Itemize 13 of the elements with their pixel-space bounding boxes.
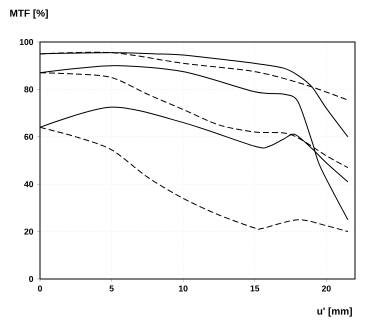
x-tick-label: 15 xyxy=(250,286,260,292)
y-tick-label: 80 xyxy=(24,86,34,92)
y-tick-label: 60 xyxy=(24,134,34,140)
y-tick-label: 20 xyxy=(24,228,34,235)
y-tick-label: 100 xyxy=(20,38,34,45)
y-tick-label: 40 xyxy=(24,181,34,188)
x-tick-label: 20 xyxy=(322,286,331,292)
y-tick-label: 0 xyxy=(29,276,34,282)
x-axis-title: u' [mm] xyxy=(317,307,352,317)
x-tick-label: 10 xyxy=(178,286,188,292)
x-tick-label: 5 xyxy=(109,286,114,292)
y-axis-title: MTF [%] xyxy=(10,9,48,19)
x-tick-label: 0 xyxy=(38,286,42,292)
